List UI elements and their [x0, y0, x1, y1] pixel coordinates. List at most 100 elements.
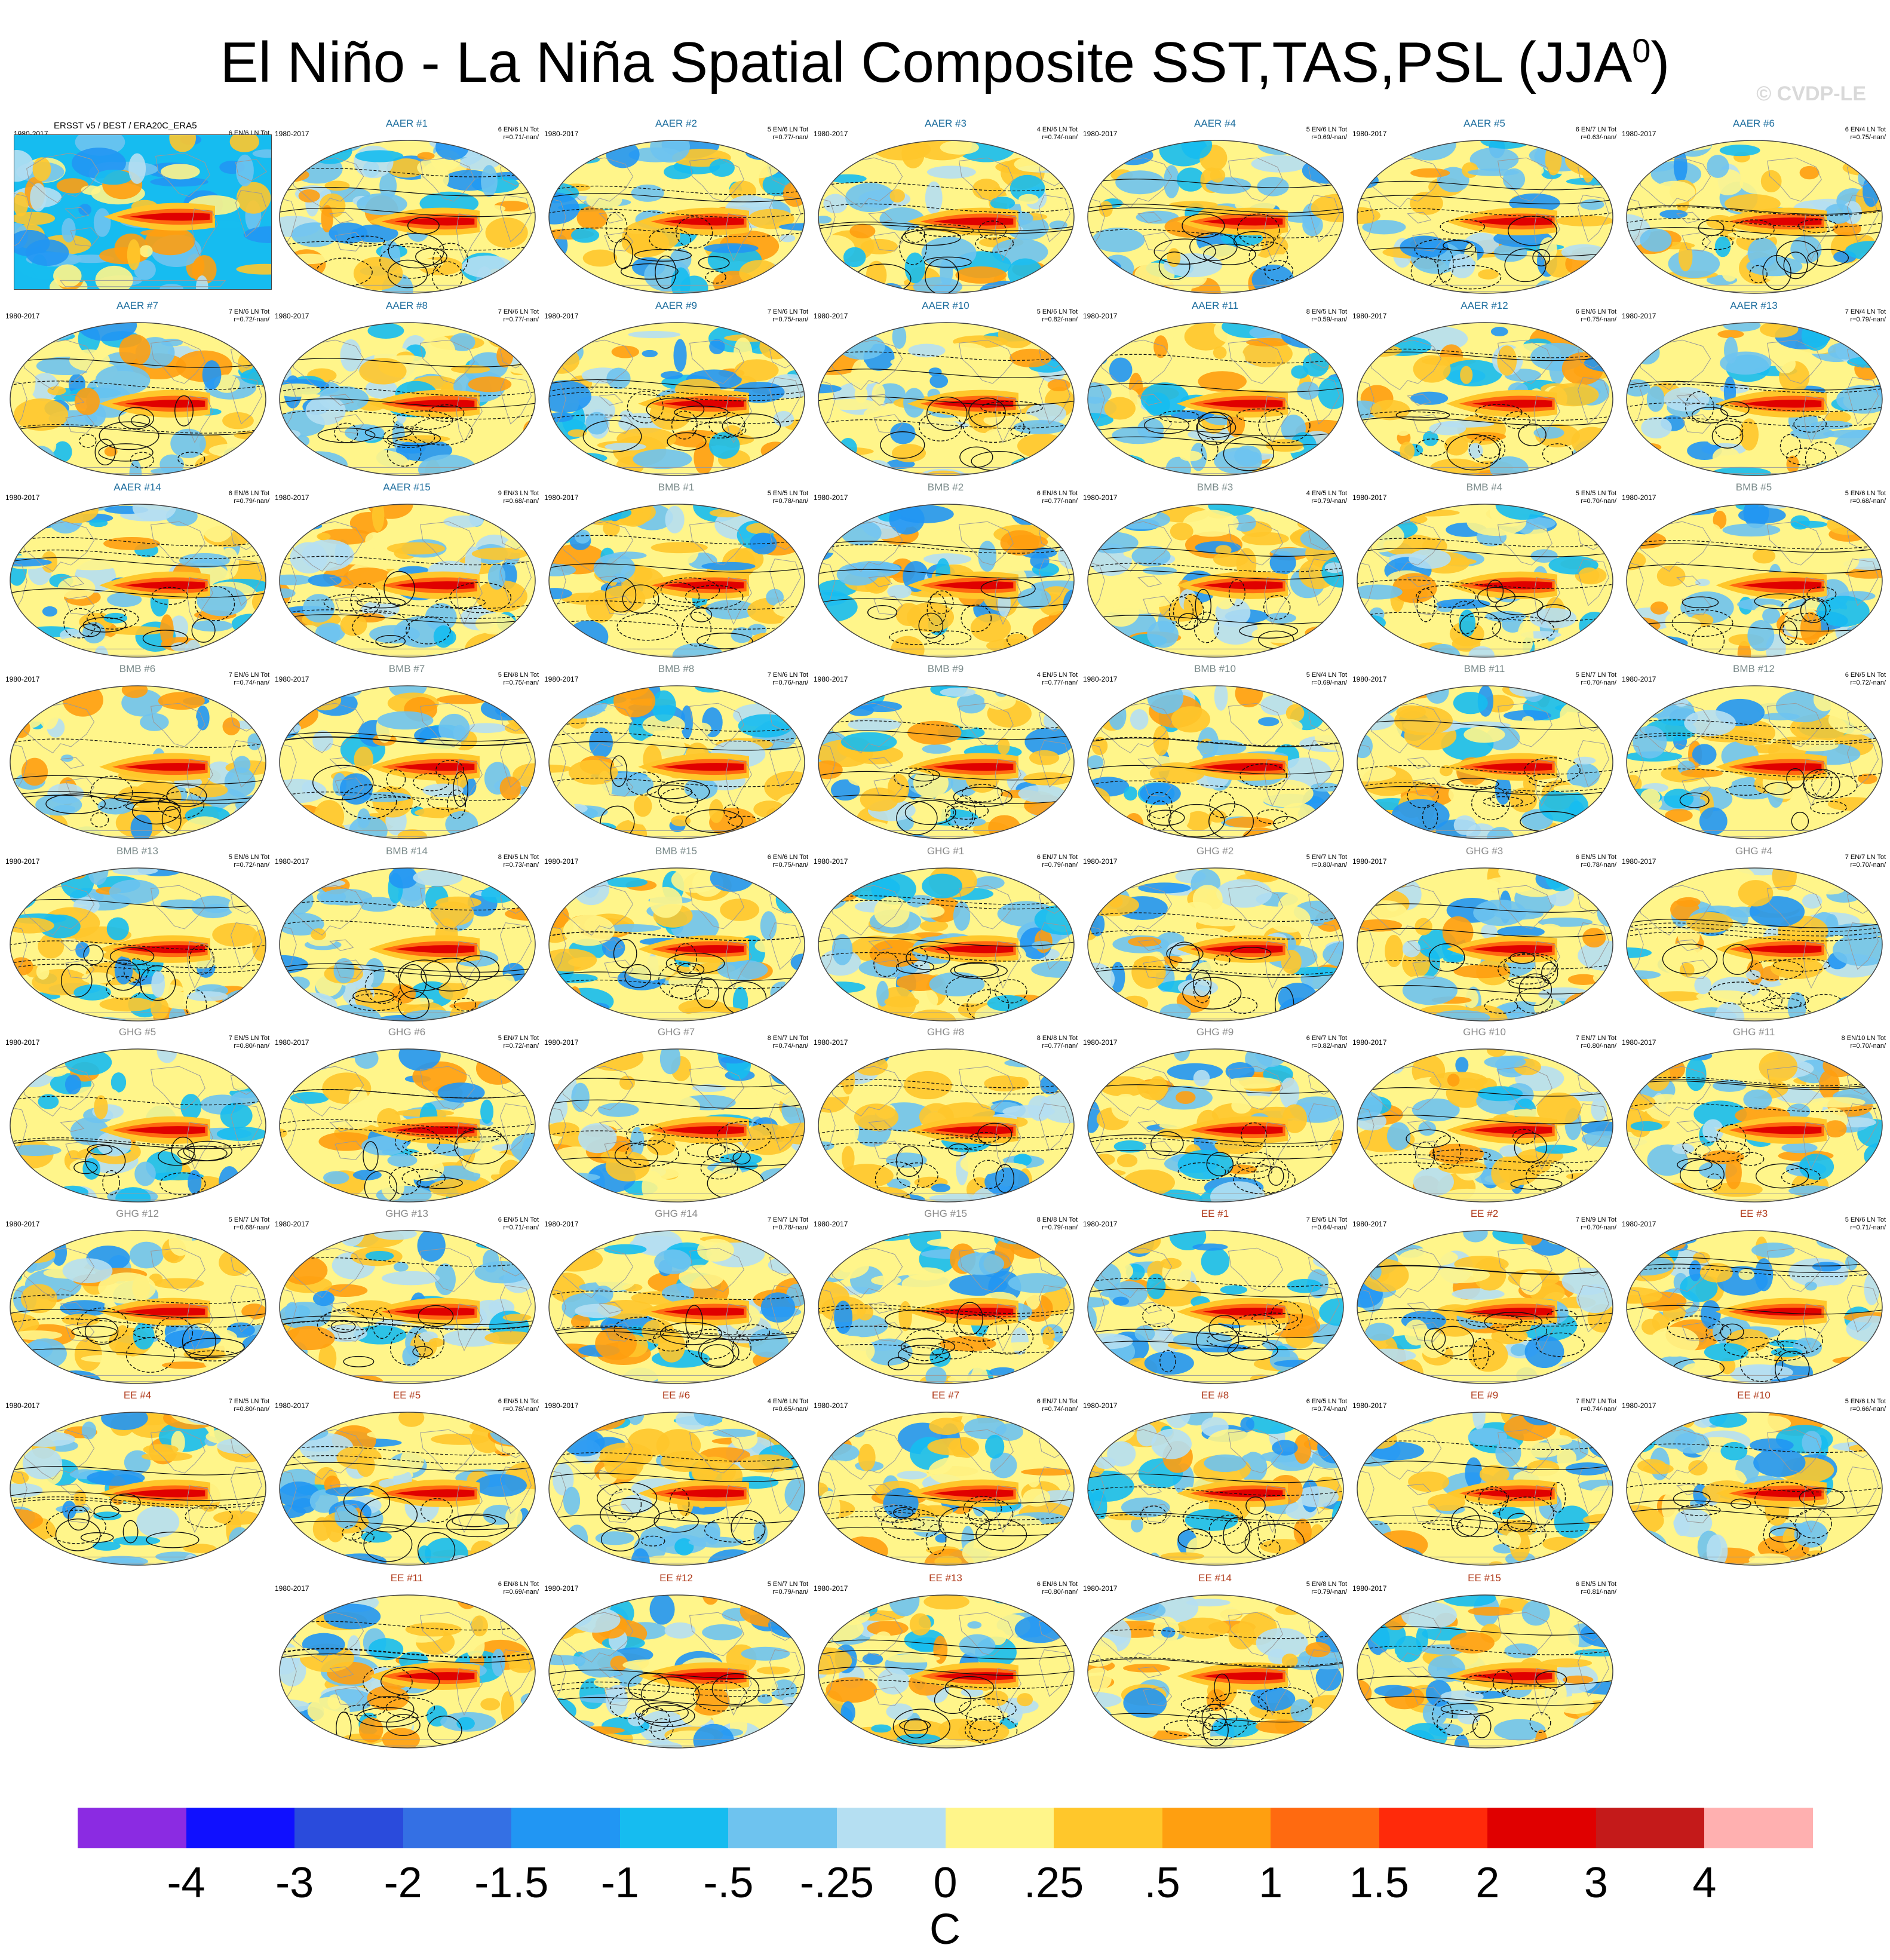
panel-grid: ERSST v5 / BEST / ERA20C_ERA5 1980-2017 … — [3, 116, 1886, 1750]
panel-ghg-6: GHG #6 1980-2017 5 EN/7 LN Tot r=0.72/-nan/ — [272, 1025, 541, 1204]
panel-stats-counts: 4 EN/5 LN Tot — [1306, 490, 1347, 497]
map-rectangular — [14, 134, 272, 295]
map-robinson — [278, 1048, 536, 1203]
panel-title: BMB #2 — [927, 481, 964, 493]
map-robinson — [548, 867, 806, 1022]
panel-years: 1980-2017 — [814, 1584, 848, 1593]
map-robinson — [278, 867, 536, 1022]
panel-stats-counts: 6 EN/7 LN Tot — [1306, 1035, 1347, 1042]
map-robinson — [1625, 1048, 1883, 1203]
panel-years: 1980-2017 — [814, 1220, 848, 1228]
panel-aaer-8: AAER #8 1980-2017 7 EN/6 LN Tot r=0.77/-nan… — [272, 299, 541, 478]
map-robinson — [817, 139, 1075, 295]
colorbar-swatch — [619, 1808, 729, 1848]
colorbar-swatch — [945, 1808, 1054, 1848]
panel-title: ERSST v5 / BEST / ERA20C_ERA5 — [54, 121, 197, 131]
panel-title: BMB #15 — [655, 845, 697, 857]
panel-bmb-2: BMB #2 1980-2017 6 EN/6 LN Tot r=0.77/-nan/ — [811, 480, 1080, 660]
panel-stats: 7 EN/5 LN Tot r=0.64/-nan/ — [1306, 1216, 1347, 1232]
map-robinson — [1625, 1229, 1883, 1385]
panel-stats-correlation: r=0.77/-nan/ — [1042, 498, 1078, 505]
colorbar-swatch — [186, 1808, 295, 1848]
panel-ee-15: EE #15 1980-2017 6 EN/5 LN Tot r=0.81/-nan/ — [1350, 1571, 1619, 1750]
panel-ghg-5: GHG #5 1980-2017 7 EN/5 LN Tot r=0.80/-nan/ — [3, 1025, 272, 1204]
panel-years: 1980-2017 — [1083, 675, 1118, 683]
panel-ee-5: EE #5 1980-2017 6 EN/5 LN Tot r=0.78/-nan/ — [272, 1388, 541, 1568]
map-robinson — [1356, 139, 1614, 295]
map-robinson — [278, 1594, 536, 1749]
panel-years: 1980-2017 — [5, 1401, 40, 1410]
colorbar-swatch — [1054, 1808, 1162, 1848]
panel-ghg-13: GHG #13 1980-2017 6 EN/5 LN Tot r=0.71/-nan… — [272, 1207, 541, 1386]
panel-years: 1980-2017 — [275, 1220, 309, 1228]
map-robinson — [817, 1229, 1075, 1385]
panel-years: 1980-2017 — [1083, 1584, 1118, 1593]
panel-stats-counts: 5 EN/6 LN Tot — [1036, 308, 1078, 315]
map-robinson — [817, 685, 1075, 840]
map-robinson — [1356, 503, 1614, 658]
panel-stats-counts: 6 EN/6 LN Tot — [1036, 1581, 1078, 1588]
panel-title: AAER #8 — [386, 300, 428, 311]
panel-title: BMB #3 — [1196, 481, 1234, 493]
map-robinson — [817, 867, 1075, 1022]
panel-stats: 8 EN/10 LN Tot r=0.70/-nan/ — [1842, 1035, 1886, 1050]
panel-years: 1980-2017 — [1083, 312, 1118, 320]
panel-aaer-2: AAER #2 1980-2017 5 EN/6 LN Tot r=0.77/-nan… — [542, 116, 811, 296]
map-robinson — [1087, 321, 1345, 477]
panel-stats-correlation: r=0.80/-nan/ — [1581, 1042, 1616, 1050]
colorbar-tick-label: 1.5 — [1349, 1859, 1409, 1907]
panel-stats: 7 EN/7 LN Tot r=0.80/-nan/ — [1576, 1035, 1616, 1050]
panel-stats-counts: 7 EN/4 LN Tot — [1845, 308, 1886, 315]
panel-stats: 5 EN/8 LN Tot r=0.75/-nan/ — [498, 671, 539, 687]
panel-ee-12: EE #12 1980-2017 5 EN/7 LN Tot r=0.79/-nan/ — [542, 1571, 811, 1750]
panel-stats-counts: 5 EN/6 LN Tot — [1845, 490, 1886, 497]
panel-aaer-9: AAER #9 1980-2017 7 EN/6 LN Tot r=0.75/-nan… — [542, 299, 811, 478]
panel-stats-counts: 9 EN/3 LN Tot — [498, 490, 539, 497]
panel-title: AAER #12 — [1461, 300, 1508, 311]
panel-aaer-5: AAER #5 1980-2017 6 EN/7 LN Tot r=0.63/-nan… — [1350, 116, 1619, 296]
panel-stats-correlation: r=0.71/-nan/ — [1850, 1224, 1886, 1231]
panel-stats: 6 EN/6 LN Tot r=0.77/-nan/ — [1037, 490, 1078, 505]
panel-stats: 4 EN/5 LN Tot r=0.79/-nan/ — [1306, 490, 1347, 505]
panel-title: EE #8 — [1201, 1390, 1229, 1401]
panel-stats-counts: 6 EN/5 LN Tot — [498, 1398, 539, 1405]
panel-stats: 8 EN/5 LN Tot r=0.73/-nan/ — [498, 854, 539, 869]
panel-years: 1980-2017 — [814, 130, 848, 138]
panel-bmb-11: BMB #11 1980-2017 5 EN/7 LN Tot r=0.70/-nan… — [1350, 662, 1619, 841]
panel-years: 1980-2017 — [814, 857, 848, 866]
panel-title: EE #7 — [931, 1390, 960, 1401]
colorbar-swatch — [403, 1808, 512, 1848]
panel-title: BMB #13 — [116, 845, 158, 857]
colorbar-swatch — [1271, 1808, 1379, 1848]
panel-stats-correlation: r=0.79/-nan/ — [772, 1588, 808, 1596]
panel-stats-counts: 8 EN/10 LN Tot — [1841, 1035, 1886, 1042]
map-robinson — [548, 139, 806, 295]
panel-years: 1980-2017 — [1622, 857, 1656, 866]
map-robinson — [1087, 139, 1345, 295]
panel-stats-correlation: r=0.72/-nan/ — [234, 861, 269, 869]
panel-stats-counts: 5 EN/7 LN Tot — [1306, 854, 1347, 861]
panel-stats-counts: 5 EN/7 LN Tot — [1575, 671, 1616, 679]
panel-stats-counts: 7 EN/7 LN Tot — [1575, 1398, 1616, 1405]
panel-stats-correlation: r=0.68/-nan/ — [234, 1224, 269, 1231]
panel-title: GHG #3 — [1465, 845, 1504, 857]
panel-stats: 6 EN/5 LN Tot r=0.81/-nan/ — [1576, 1581, 1616, 1596]
map-robinson — [1087, 867, 1345, 1022]
panel-aaer-11: AAER #11 1980-2017 8 EN/5 LN Tot r=0.59/-na… — [1081, 299, 1349, 478]
colorbar-unit: C — [929, 1906, 961, 1953]
panel-title: BMB #10 — [1194, 663, 1236, 674]
panel-stats-correlation: r=0.69/-nan/ — [503, 1588, 539, 1596]
panel-stats: 5 EN/6 LN Tot r=0.68/-nan/ — [1845, 490, 1886, 505]
panel-aaer-7: AAER #7 1980-2017 7 EN/6 LN Tot r=0.72/-nan… — [3, 299, 272, 478]
panel-ghg-8: GHG #8 1980-2017 8 EN/8 LN Tot r=0.77/-nan/ — [811, 1025, 1080, 1204]
panel-stats: 6 EN/5 LN Tot r=0.71/-nan/ — [498, 1216, 539, 1232]
panel-years: 1980-2017 — [275, 1401, 309, 1410]
panel-ghg-7: GHG #7 1980-2017 8 EN/7 LN Tot r=0.74/-nan/ — [542, 1025, 811, 1204]
panel-title: EE #2 — [1470, 1208, 1499, 1219]
panel-stats: 6 EN/6 LN Tot r=0.75/-nan/ — [768, 854, 808, 869]
panel-title: BMB #7 — [388, 663, 425, 674]
panel-stats-counts: 5 EN/5 LN Tot — [1575, 490, 1616, 497]
colorbar-tick-label: 1 — [1259, 1859, 1283, 1907]
panel-title: BMB #12 — [1733, 663, 1775, 674]
panel-stats-correlation: r=0.72/-nan/ — [1850, 679, 1886, 686]
